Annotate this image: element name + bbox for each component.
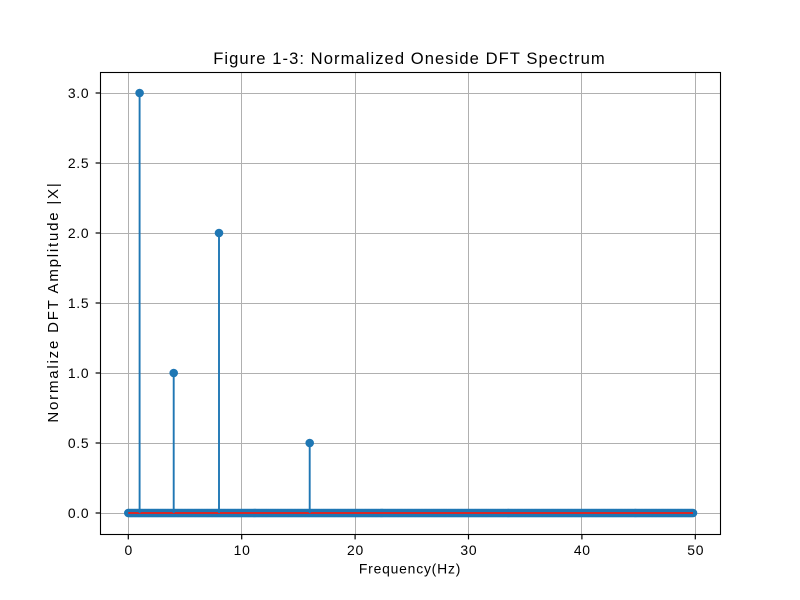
svg-text:20: 20 [347, 542, 364, 558]
svg-text:0.0: 0.0 [68, 505, 90, 521]
svg-text:50: 50 [687, 542, 704, 558]
svg-text:30: 30 [460, 542, 477, 558]
svg-text:3.0: 3.0 [68, 85, 90, 101]
svg-text:Normalize DFT Amplitude |X|: Normalize DFT Amplitude |X| [45, 181, 62, 422]
svg-text:1.0: 1.0 [68, 365, 90, 381]
svg-text:1.5: 1.5 [68, 295, 90, 311]
svg-text:Figure 1-3: Normalized Oneside: Figure 1-3: Normalized Oneside DFT Spect… [213, 49, 606, 68]
svg-text:40: 40 [574, 542, 591, 558]
svg-text:10: 10 [234, 542, 251, 558]
svg-text:Frequency(Hz): Frequency(Hz) [359, 561, 461, 577]
svg-text:0.5: 0.5 [68, 435, 90, 451]
svg-text:2.0: 2.0 [68, 225, 90, 241]
svg-text:2.5: 2.5 [68, 155, 90, 171]
svg-text:0: 0 [124, 542, 132, 558]
